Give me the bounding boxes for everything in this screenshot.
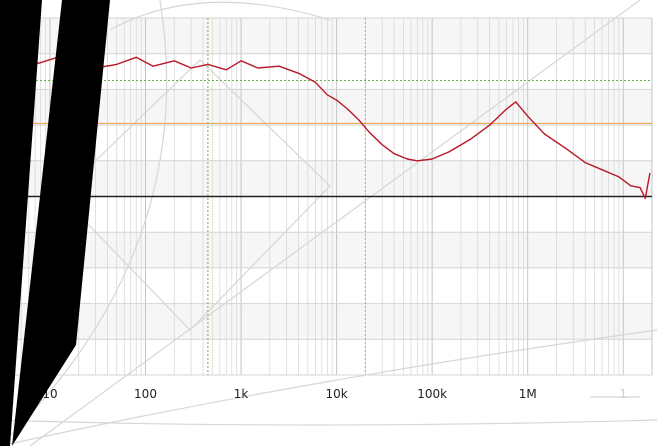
x-tick-label: 1: [619, 387, 627, 401]
x-tick-label: 1k: [234, 387, 249, 401]
series-point: [335, 99, 338, 101]
series-point: [644, 197, 646, 199]
series-point: [543, 133, 546, 135]
series-point: [314, 81, 317, 83]
series-point: [515, 101, 517, 103]
series-point: [368, 131, 370, 133]
series-point: [505, 108, 508, 110]
series-point: [630, 185, 632, 187]
series-point: [416, 160, 418, 162]
series-point: [152, 65, 154, 67]
series-point: [565, 147, 567, 149]
series-point: [190, 67, 192, 69]
series-point: [40, 62, 42, 64]
series-point: [448, 151, 450, 153]
series-point: [431, 158, 433, 160]
series-point: [297, 72, 300, 74]
series-line-0: [21, 54, 651, 200]
series-point: [358, 119, 360, 121]
x-tick-label: 100k: [417, 387, 447, 401]
series-point: [393, 153, 395, 155]
series-point: [116, 63, 118, 66]
series-point: [639, 186, 641, 189]
series-point: [173, 60, 175, 62]
series-point: [278, 65, 280, 67]
reference-lines: [0, 18, 652, 375]
series-point: [257, 67, 259, 69]
series-point: [469, 138, 471, 140]
series-point: [135, 56, 137, 58]
series-point: [406, 158, 408, 160]
series-point: [649, 172, 651, 174]
series-point: [601, 169, 603, 171]
series-point: [489, 124, 491, 126]
x-tick-labels: 10 100 1k 10k 100k 1M 1: [42, 387, 627, 401]
series-point: [240, 60, 242, 62]
series-point: [381, 144, 383, 146]
series-point: [326, 94, 328, 96]
series-point: [584, 161, 586, 164]
x-tick-label: 10k: [325, 387, 347, 401]
series-point: [346, 108, 349, 110]
series-point: [225, 69, 227, 71]
x-tick-label: 100: [134, 387, 157, 401]
series-point: [207, 63, 209, 66]
black-overlay-shapes: [0, 0, 110, 446]
x-tick-label: 1M: [519, 387, 537, 401]
series-point: [527, 115, 529, 117]
series-point: [618, 176, 620, 178]
